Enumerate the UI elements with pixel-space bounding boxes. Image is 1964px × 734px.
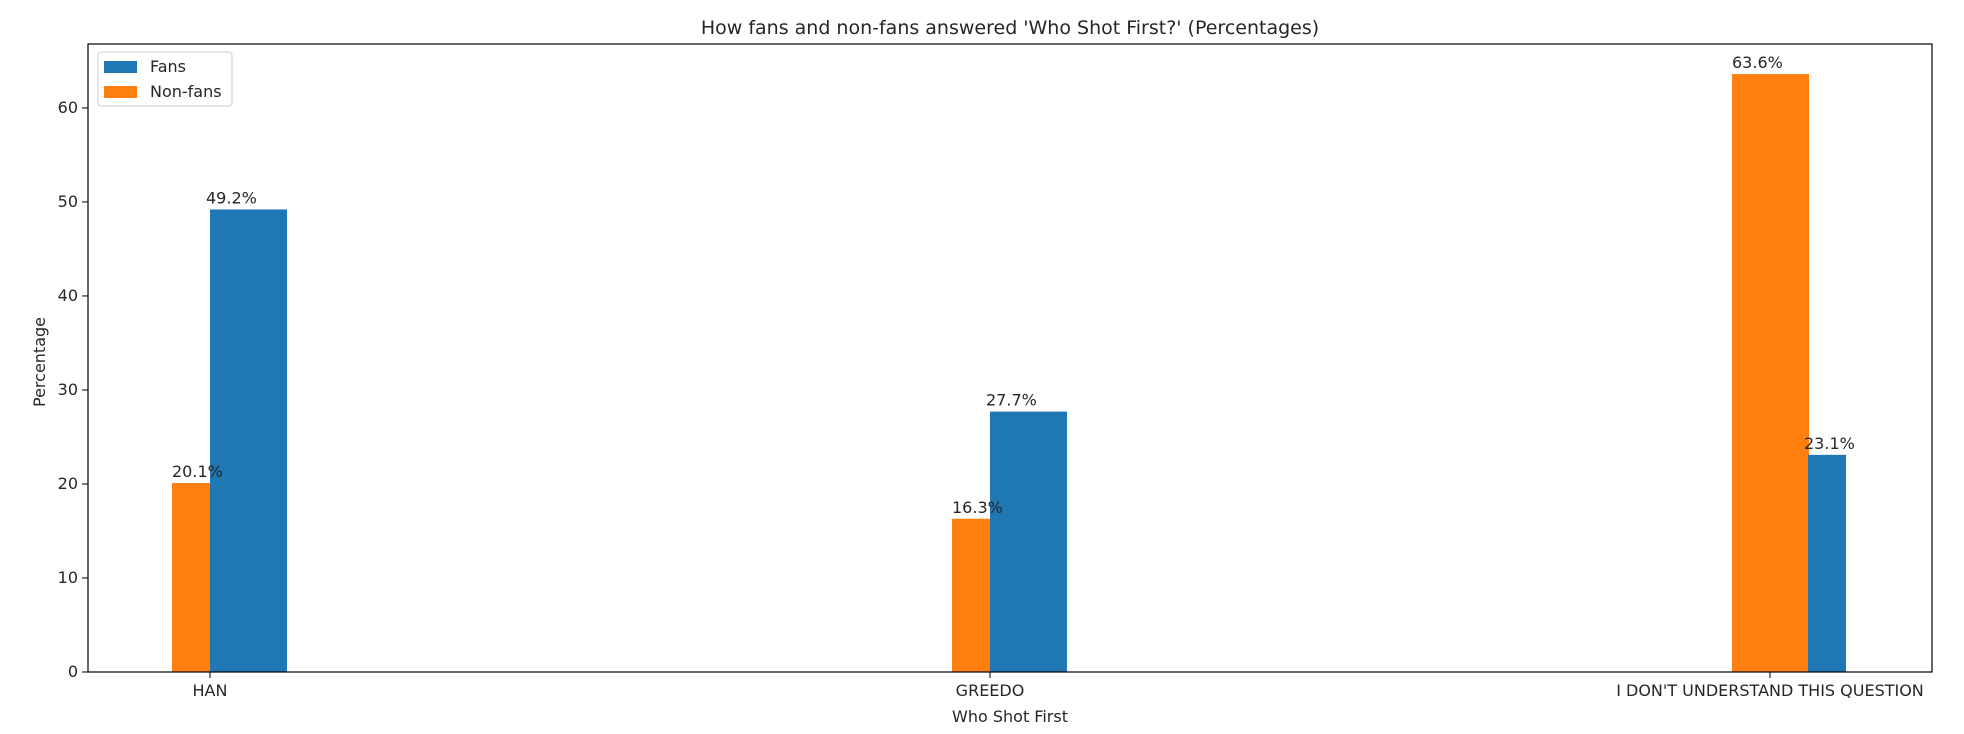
bar-fans-1 — [990, 411, 1067, 672]
y-tick-label-5: 50 — [58, 192, 78, 211]
y-axis: 0 10 20 30 40 50 60 — [58, 98, 88, 681]
legend-swatch-0 — [104, 61, 137, 73]
data-label-nonfans-1: 16.3% — [952, 498, 1003, 517]
x-axis: HAN GREEDO I DON'T UNDERSTAND THIS QUESTIO… — [193, 672, 1924, 700]
data-label-fans-0: 49.2% — [206, 188, 257, 207]
legend: Fans Non-fans — [97, 51, 233, 107]
data-label-fans-1: 27.7% — [986, 391, 1037, 410]
bar-fans-0 — [210, 209, 287, 673]
x-tick-label-1: GREEDO — [956, 681, 1025, 700]
x-tick-label-2: I DON'T UNDERSTAND THIS QUESTION — [1616, 681, 1924, 700]
chart-title: How fans and non-fans answered 'Who Shot… — [701, 17, 1319, 39]
x-axis-label: Who Shot First — [952, 707, 1068, 726]
data-label-nonfans-2: 63.6% — [1732, 53, 1783, 72]
data-label-fans-2: 23.1% — [1804, 434, 1855, 453]
bar-nonfans-2 — [1732, 74, 1809, 672]
legend-label-1: Non-fans — [150, 82, 222, 101]
data-label-nonfans-0: 20.1% — [172, 462, 223, 481]
y-axis-label: Percentage — [30, 317, 49, 407]
bars-layer — [172, 74, 1846, 673]
y-tick-label-6: 60 — [58, 98, 78, 117]
bar-fans-2 — [1808, 454, 1846, 672]
y-tick-label-0: 0 — [68, 662, 78, 681]
legend-label-0: Fans — [150, 57, 186, 76]
y-tick-label-2: 20 — [58, 474, 78, 493]
y-tick-label-4: 40 — [58, 286, 78, 305]
x-tick-label-0: HAN — [193, 681, 228, 700]
legend-swatch-1 — [104, 86, 137, 98]
y-tick-label-3: 30 — [58, 380, 78, 399]
data-labels-layer: 20.1% 49.2% 16.3% 27.7% 63.6% 23.1% — [172, 53, 1855, 517]
y-tick-label-1: 10 — [58, 568, 78, 587]
plot-frame — [87, 43, 1933, 673]
